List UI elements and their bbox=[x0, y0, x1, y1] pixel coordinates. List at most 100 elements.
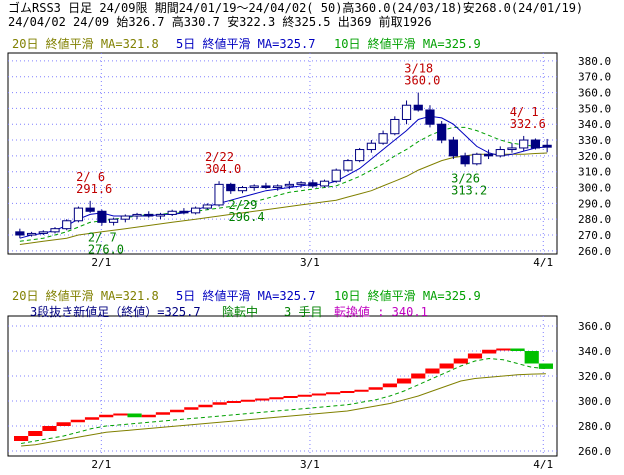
candle-body bbox=[437, 123, 447, 141]
lower-y-axis: 260.0 280.0 300.0 320.0 340.0 360.0 bbox=[578, 320, 611, 458]
annotation-date: 4/ 1 bbox=[510, 105, 539, 119]
y-tick-label: 280.0 bbox=[578, 213, 611, 226]
new-price-bar bbox=[28, 431, 43, 436]
candle-body bbox=[390, 118, 400, 135]
annotation-date: 2/29 bbox=[228, 198, 257, 212]
new-price-bar bbox=[70, 419, 85, 423]
candle-body bbox=[425, 109, 435, 125]
y-tick-label: 360.0 bbox=[578, 320, 611, 333]
candle-body bbox=[38, 231, 48, 234]
x-tick-label: 3/1 bbox=[300, 256, 320, 269]
candle-body bbox=[343, 160, 353, 171]
lower-legend-ma10: 10日 終値平滑 MA=325.9 bbox=[334, 288, 481, 303]
new-price-bar bbox=[84, 417, 100, 420]
candle-body bbox=[108, 218, 119, 223]
y-tick-label: 360.0 bbox=[578, 87, 611, 100]
upper-plot-area bbox=[7, 52, 558, 255]
ma20-line bbox=[21, 373, 546, 447]
candle-body bbox=[50, 228, 60, 233]
candle-body bbox=[85, 207, 95, 212]
lower-info-reversal: 転換値 : 340.1 bbox=[334, 304, 428, 319]
annotation-date: 2/ 7 bbox=[88, 231, 117, 245]
lower-legend-ma5: 5日 終値平滑 MA=325.7 bbox=[176, 288, 315, 303]
candle-body bbox=[413, 104, 423, 111]
y-tick-label: 300.0 bbox=[578, 395, 611, 408]
ma20-line bbox=[19, 152, 548, 245]
new-price-bar bbox=[99, 414, 114, 418]
candle-body bbox=[519, 139, 529, 149]
annotation-date: 3/26 bbox=[451, 172, 480, 186]
new-price-bar bbox=[326, 392, 341, 395]
candle-body bbox=[308, 182, 318, 187]
new-price-bar bbox=[141, 414, 156, 418]
y-tick-label: 300.0 bbox=[578, 182, 611, 195]
y-tick-label: 280.0 bbox=[578, 420, 611, 433]
new-price-bar bbox=[538, 363, 553, 369]
new-price-bar bbox=[439, 363, 454, 369]
new-price-bar bbox=[184, 407, 199, 410]
candle-body bbox=[273, 185, 283, 189]
new-price-bar bbox=[482, 349, 497, 354]
candle-body bbox=[331, 169, 341, 182]
lower-info-step: 3 手目 bbox=[284, 305, 322, 319]
y-tick-label: 260.0 bbox=[578, 245, 611, 258]
y-tick-label: 290.0 bbox=[578, 197, 611, 210]
new-price-bar bbox=[212, 402, 227, 405]
x-tick-label: 3/1 bbox=[300, 458, 320, 471]
candle-body bbox=[97, 210, 107, 223]
x-tick-label: 4/1 bbox=[533, 256, 553, 269]
y-tick-label: 310.0 bbox=[578, 166, 611, 179]
new-price-bar bbox=[496, 348, 511, 351]
new-price-bar bbox=[425, 368, 440, 374]
candle-body bbox=[191, 207, 201, 214]
x-tick-label: 2/1 bbox=[91, 256, 111, 269]
candle-body bbox=[355, 149, 365, 162]
new-price-bar bbox=[14, 436, 29, 441]
new-price-bar bbox=[396, 378, 412, 384]
x-tick-label: 4/1 bbox=[533, 458, 553, 471]
candle-body bbox=[319, 180, 330, 187]
annotation-value: 360.0 bbox=[404, 74, 440, 88]
annotation-date: 2/ 6 bbox=[76, 170, 105, 184]
new-price-bar bbox=[453, 358, 468, 364]
header-line-1: ゴムRSS3 日足 24/09限 期間24/01/19～24/04/02( 50… bbox=[8, 1, 584, 15]
candle-body bbox=[495, 149, 505, 157]
annotation-value: 304.0 bbox=[205, 162, 241, 176]
candle-body bbox=[530, 139, 541, 149]
candle-body bbox=[73, 207, 84, 222]
y-tick-label: 370.0 bbox=[578, 71, 611, 84]
y-tick-label: 340.0 bbox=[578, 345, 611, 358]
candle-body bbox=[472, 153, 482, 165]
y-tick-label: 380.0 bbox=[578, 55, 611, 68]
new-price-bar bbox=[226, 401, 241, 403]
candle-body bbox=[202, 204, 212, 209]
candle-body bbox=[26, 232, 37, 236]
new-price-bar bbox=[240, 399, 256, 402]
legend-ma10: 10日 終値平滑 MA=325.9 bbox=[334, 36, 481, 51]
new-price-bar bbox=[269, 397, 284, 400]
legend-ma5: 5日 終値平滑 MA=325.7 bbox=[176, 36, 315, 51]
lower-x-axis: 2/1 3/1 4/1 bbox=[91, 458, 553, 471]
candle-body bbox=[167, 210, 177, 215]
new-price-bar bbox=[354, 389, 369, 392]
y-tick-label: 320.0 bbox=[578, 370, 611, 383]
candle-body bbox=[15, 231, 25, 236]
y-tick-label: 340.0 bbox=[578, 118, 611, 131]
new-price-bar bbox=[170, 409, 185, 413]
new-price-bar bbox=[283, 396, 298, 398]
new-price-bar bbox=[382, 383, 397, 388]
lower-marks bbox=[14, 348, 553, 447]
candle-body bbox=[542, 144, 552, 148]
candle-body bbox=[296, 182, 306, 185]
new-price-bar bbox=[255, 398, 270, 401]
candle-body bbox=[144, 213, 154, 217]
new-price-bar bbox=[297, 394, 312, 397]
new-price-bar bbox=[368, 387, 383, 390]
new-price-bar bbox=[155, 412, 171, 415]
annotation-value: 332.6 bbox=[510, 117, 546, 131]
candle-body bbox=[226, 183, 236, 192]
new-price-bar bbox=[198, 404, 213, 408]
candle-body bbox=[284, 183, 294, 187]
annotation-date: 3/18 bbox=[404, 62, 433, 76]
